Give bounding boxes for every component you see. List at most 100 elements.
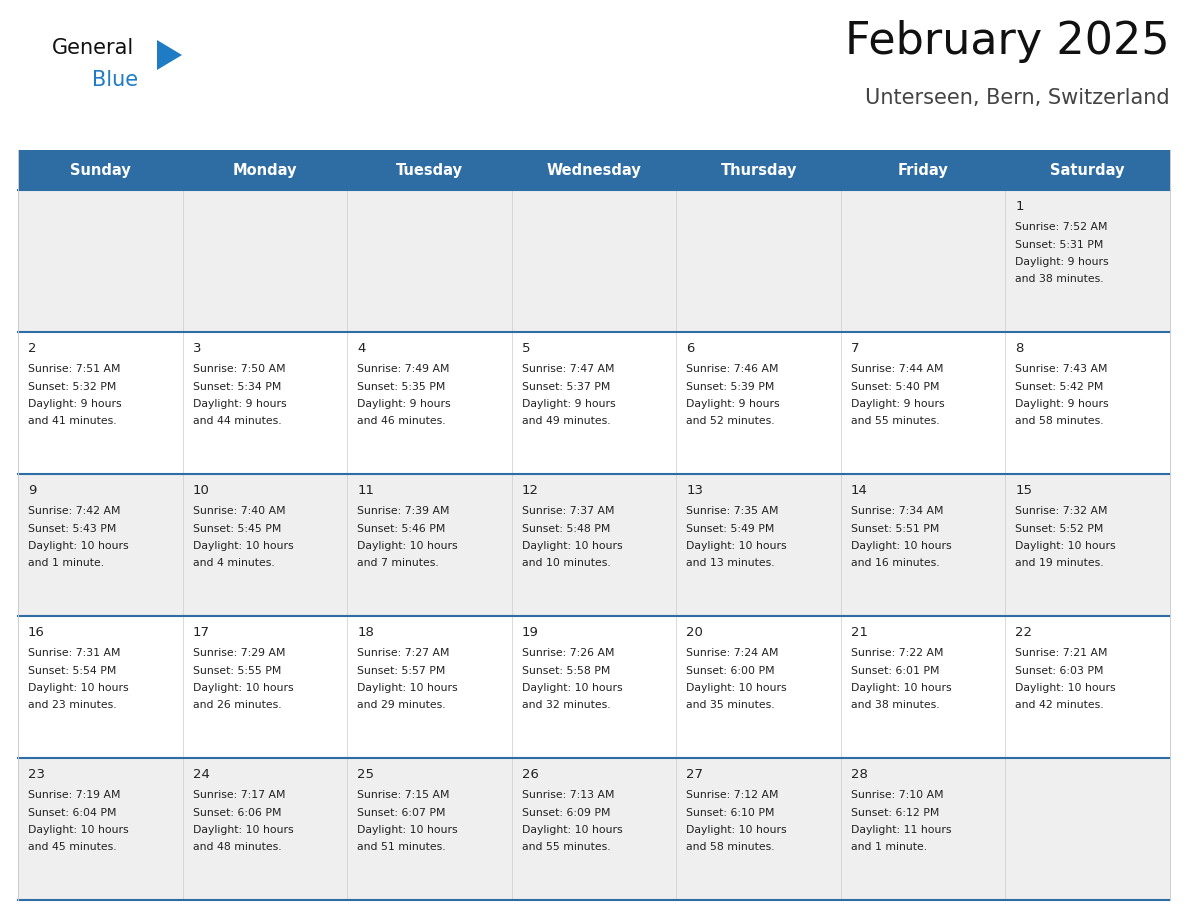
Text: General: General [52,38,134,58]
Text: 9: 9 [29,484,37,497]
Text: Sunrise: 7:24 AM: Sunrise: 7:24 AM [687,648,779,658]
Text: 1: 1 [1016,200,1024,213]
Text: and 26 minutes.: and 26 minutes. [192,700,282,711]
Text: Monday: Monday [233,162,297,177]
Polygon shape [157,40,182,70]
Text: 7: 7 [851,342,859,355]
Text: Sunset: 5:32 PM: Sunset: 5:32 PM [29,382,116,391]
Text: and 1 minute.: and 1 minute. [851,843,927,853]
Text: Sunrise: 7:50 AM: Sunrise: 7:50 AM [192,364,285,374]
Text: Sunset: 5:35 PM: Sunset: 5:35 PM [358,382,446,391]
Text: Sunrise: 7:37 AM: Sunrise: 7:37 AM [522,506,614,516]
Text: Sunrise: 7:12 AM: Sunrise: 7:12 AM [687,790,779,800]
Text: Sunset: 6:12 PM: Sunset: 6:12 PM [851,808,940,818]
Text: Daylight: 10 hours: Daylight: 10 hours [851,541,952,551]
Text: Sunset: 6:07 PM: Sunset: 6:07 PM [358,808,446,818]
Text: Daylight: 10 hours: Daylight: 10 hours [1016,541,1116,551]
Text: 6: 6 [687,342,695,355]
Text: 24: 24 [192,768,209,781]
Text: Sunset: 5:57 PM: Sunset: 5:57 PM [358,666,446,676]
Text: 12: 12 [522,484,538,497]
Text: and 38 minutes.: and 38 minutes. [851,700,940,711]
Text: Daylight: 9 hours: Daylight: 9 hours [192,399,286,409]
Text: Sunset: 6:06 PM: Sunset: 6:06 PM [192,808,282,818]
Text: 17: 17 [192,626,209,639]
Text: Sunrise: 7:15 AM: Sunrise: 7:15 AM [358,790,449,800]
Text: 5: 5 [522,342,530,355]
Text: 2: 2 [29,342,37,355]
Text: Daylight: 9 hours: Daylight: 9 hours [687,399,779,409]
Text: Daylight: 10 hours: Daylight: 10 hours [358,825,457,835]
Text: 16: 16 [29,626,45,639]
Text: Sunset: 6:04 PM: Sunset: 6:04 PM [29,808,116,818]
Text: and 49 minutes.: and 49 minutes. [522,417,611,427]
Text: Sunrise: 7:17 AM: Sunrise: 7:17 AM [192,790,285,800]
Text: and 45 minutes.: and 45 minutes. [29,843,116,853]
Text: Sunset: 5:42 PM: Sunset: 5:42 PM [1016,382,1104,391]
Text: Daylight: 10 hours: Daylight: 10 hours [358,683,457,693]
Text: Sunset: 6:10 PM: Sunset: 6:10 PM [687,808,775,818]
Text: Daylight: 10 hours: Daylight: 10 hours [522,825,623,835]
Text: Daylight: 10 hours: Daylight: 10 hours [1016,683,1116,693]
Text: 15: 15 [1016,484,1032,497]
Text: Daylight: 10 hours: Daylight: 10 hours [29,541,128,551]
Text: and 16 minutes.: and 16 minutes. [851,558,940,568]
Text: Sunset: 5:58 PM: Sunset: 5:58 PM [522,666,611,676]
Text: Sunrise: 7:31 AM: Sunrise: 7:31 AM [29,648,120,658]
Text: Sunrise: 7:19 AM: Sunrise: 7:19 AM [29,790,120,800]
Text: Sunset: 6:03 PM: Sunset: 6:03 PM [1016,666,1104,676]
Text: and 55 minutes.: and 55 minutes. [522,843,611,853]
Text: Sunset: 6:01 PM: Sunset: 6:01 PM [851,666,940,676]
Text: Sunrise: 7:39 AM: Sunrise: 7:39 AM [358,506,449,516]
Text: and 4 minutes.: and 4 minutes. [192,558,274,568]
Text: and 55 minutes.: and 55 minutes. [851,417,940,427]
Text: Sunday: Sunday [70,162,131,177]
Text: Sunrise: 7:43 AM: Sunrise: 7:43 AM [1016,364,1108,374]
Text: Blue: Blue [91,70,138,90]
Text: and 13 minutes.: and 13 minutes. [687,558,775,568]
Text: 27: 27 [687,768,703,781]
Text: 4: 4 [358,342,366,355]
Text: and 52 minutes.: and 52 minutes. [687,417,775,427]
Text: and 32 minutes.: and 32 minutes. [522,700,611,711]
Text: Daylight: 11 hours: Daylight: 11 hours [851,825,952,835]
Text: Thursday: Thursday [720,162,797,177]
Text: and 1 minute.: and 1 minute. [29,558,105,568]
Text: Sunrise: 7:49 AM: Sunrise: 7:49 AM [358,364,449,374]
Text: Sunset: 5:43 PM: Sunset: 5:43 PM [29,523,116,533]
Text: and 10 minutes.: and 10 minutes. [522,558,611,568]
Bar [18,616,1170,758]
Text: 11: 11 [358,484,374,497]
Text: and 38 minutes.: and 38 minutes. [1016,274,1104,285]
Text: Tuesday: Tuesday [396,162,463,177]
Text: Sunrise: 7:26 AM: Sunrise: 7:26 AM [522,648,614,658]
Text: Daylight: 10 hours: Daylight: 10 hours [29,825,128,835]
Text: 18: 18 [358,626,374,639]
Text: and 23 minutes.: and 23 minutes. [29,700,116,711]
Text: 13: 13 [687,484,703,497]
Text: February 2025: February 2025 [846,20,1170,63]
Text: Sunrise: 7:46 AM: Sunrise: 7:46 AM [687,364,779,374]
Text: and 48 minutes.: and 48 minutes. [192,843,282,853]
Text: 8: 8 [1016,342,1024,355]
Text: Daylight: 10 hours: Daylight: 10 hours [192,541,293,551]
Text: Sunrise: 7:35 AM: Sunrise: 7:35 AM [687,506,779,516]
Text: Sunset: 5:55 PM: Sunset: 5:55 PM [192,666,280,676]
Text: Sunrise: 7:51 AM: Sunrise: 7:51 AM [29,364,120,374]
Text: Daylight: 10 hours: Daylight: 10 hours [522,541,623,551]
Text: and 19 minutes.: and 19 minutes. [1016,558,1104,568]
Text: and 7 minutes.: and 7 minutes. [358,558,438,568]
Text: and 41 minutes.: and 41 minutes. [29,417,116,427]
Text: Sunset: 5:49 PM: Sunset: 5:49 PM [687,523,775,533]
Text: Sunset: 6:09 PM: Sunset: 6:09 PM [522,808,611,818]
Text: and 46 minutes.: and 46 minutes. [358,417,446,427]
Text: Sunset: 5:31 PM: Sunset: 5:31 PM [1016,240,1104,250]
Text: and 44 minutes.: and 44 minutes. [192,417,282,427]
Text: 19: 19 [522,626,538,639]
Bar [18,332,1170,474]
Text: Sunrise: 7:42 AM: Sunrise: 7:42 AM [29,506,120,516]
Text: Sunset: 5:48 PM: Sunset: 5:48 PM [522,523,611,533]
Text: Daylight: 10 hours: Daylight: 10 hours [687,683,786,693]
Text: Sunrise: 7:13 AM: Sunrise: 7:13 AM [522,790,614,800]
Text: Sunset: 5:40 PM: Sunset: 5:40 PM [851,382,940,391]
